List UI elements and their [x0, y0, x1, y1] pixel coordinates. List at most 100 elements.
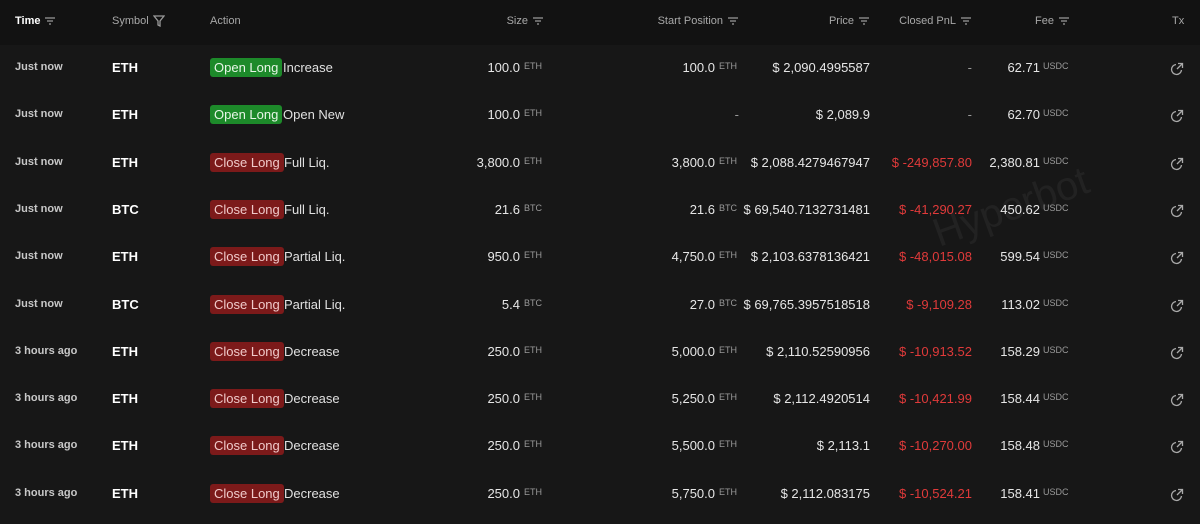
- price: $ 2,112.4920514: [773, 391, 870, 407]
- header-text: Size: [506, 15, 528, 27]
- action-badge: Close Long: [210, 389, 284, 409]
- price: $ 69,540.7132731481: [743, 201, 870, 217]
- action-detail: Decrease: [284, 438, 340, 454]
- fee: 158.44: [1000, 391, 1040, 407]
- fee: 2,380.81: [989, 154, 1040, 170]
- size-unit: ETH: [524, 344, 542, 355]
- fee-unit: USDC: [1043, 61, 1069, 71]
- fee-unit: USDC: [1043, 202, 1069, 213]
- size-unit: ETH: [524, 155, 542, 166]
- fee: 113.02: [1001, 296, 1040, 312]
- tx-link[interactable]: [1170, 62, 1184, 79]
- price: $ 2,103.6378136421: [750, 249, 870, 265]
- tx-link[interactable]: [1170, 204, 1184, 221]
- time: Just now: [15, 297, 63, 310]
- size: 250.0: [487, 343, 520, 359]
- start-unit: ETH: [719, 486, 737, 497]
- symbol: BTC: [112, 201, 139, 217]
- symbol: ETH: [112, 391, 138, 407]
- start-unit: ETH: [719, 155, 737, 166]
- tx-link[interactable]: [1170, 440, 1184, 457]
- tx-link[interactable]: [1170, 251, 1184, 268]
- symbol: ETH: [112, 107, 138, 123]
- action-badge: Open Long: [210, 58, 283, 77]
- size: 5.4: [501, 296, 520, 312]
- start-position: 4,750.0: [671, 249, 715, 265]
- fee-unit: USDC: [1043, 250, 1069, 261]
- symbol: ETH: [112, 438, 138, 454]
- action-detail: Full Liq.: [284, 201, 330, 217]
- fee-unit: USDC: [1043, 486, 1069, 497]
- fee: 599.54: [1000, 249, 1040, 265]
- start-unit: ETH: [719, 250, 737, 261]
- symbol: ETH: [112, 154, 138, 170]
- price: $ 2,088.4279467947: [750, 154, 870, 170]
- closed-pnl: $ -249,857.80: [891, 154, 972, 170]
- header-text: Time: [15, 15, 41, 27]
- start-position: 5,500.0: [671, 438, 715, 454]
- tx-link[interactable]: [1170, 299, 1184, 316]
- header-cell[interactable]: Price: [829, 15, 870, 27]
- tx-link[interactable]: [1170, 157, 1184, 174]
- header-cell[interactable]: Start Position: [658, 15, 739, 27]
- tx-link[interactable]: [1170, 109, 1184, 126]
- header-cell: Action: [210, 15, 241, 27]
- action-detail: Full Liq.: [284, 154, 330, 170]
- start-unit: ETH: [719, 392, 737, 403]
- closed-pnl: $ -41,290.27: [898, 201, 972, 217]
- header-text: Price: [828, 15, 854, 27]
- action-badge: Close Long: [210, 199, 284, 219]
- action-badge: Close Long: [210, 436, 284, 456]
- header-cell[interactable]: Closed PnL: [899, 15, 972, 27]
- time: 3 hours ago: [15, 392, 78, 405]
- symbol: BTC: [112, 296, 139, 312]
- header-cell[interactable]: Size: [507, 15, 544, 27]
- action-detail: Partial Liq.: [284, 296, 346, 312]
- fee-unit: USDC: [1043, 392, 1069, 403]
- fee-unit: USDC: [1043, 297, 1069, 308]
- header-cell[interactable]: Fee: [1035, 15, 1070, 27]
- size: 250.0: [487, 485, 520, 501]
- action-badge: Close Long: [210, 247, 284, 267]
- action-badge: Close Long: [210, 341, 284, 361]
- start-position: 21.6: [689, 201, 715, 217]
- size-unit: ETH: [524, 439, 542, 450]
- tx-link[interactable]: [1170, 488, 1184, 505]
- size: 950.0: [487, 249, 520, 265]
- time: 3 hours ago: [15, 439, 78, 452]
- tx-link[interactable]: [1170, 346, 1184, 363]
- start-unit: BTC: [719, 297, 737, 308]
- price: $ 69,765.3957518518: [743, 296, 870, 312]
- symbol: ETH: [112, 249, 138, 265]
- action-detail: Decrease: [284, 391, 340, 407]
- action-detail: Open New: [283, 107, 345, 123]
- size-unit: ETH: [524, 108, 542, 119]
- time: Just now: [15, 250, 63, 263]
- time: Just now: [15, 61, 63, 73]
- fee: 158.48: [1000, 438, 1040, 454]
- closed-pnl: -: [967, 107, 972, 123]
- header-cell[interactable]: Symbol: [112, 15, 165, 27]
- symbol: ETH: [112, 60, 138, 75]
- time: Just now: [15, 202, 63, 215]
- header-cell[interactable]: Time: [15, 15, 56, 27]
- size: 250.0: [487, 438, 520, 454]
- price: $ 2,110.52590956: [766, 343, 870, 359]
- header-text: Tx: [1172, 15, 1185, 27]
- start-position: 5,000.0: [671, 343, 715, 359]
- start-position: 100.0: [682, 60, 715, 75]
- action-detail: Decrease: [284, 343, 340, 359]
- start-position: -: [734, 107, 739, 123]
- price: $ 2,112.083175: [780, 485, 870, 501]
- closed-pnl: $ -10,421.99: [898, 391, 972, 407]
- header-cell: Tx: [1172, 15, 1184, 27]
- action-detail: Partial Liq.: [284, 249, 346, 265]
- fee: 62.71: [1007, 60, 1040, 75]
- closed-pnl: $ -9,109.28: [906, 296, 972, 312]
- tx-link[interactable]: [1170, 393, 1184, 410]
- size-unit: BTC: [524, 202, 542, 213]
- fee: 158.41: [1000, 485, 1040, 501]
- start-unit: ETH: [719, 439, 737, 450]
- price: $ 2,113.1: [816, 438, 870, 454]
